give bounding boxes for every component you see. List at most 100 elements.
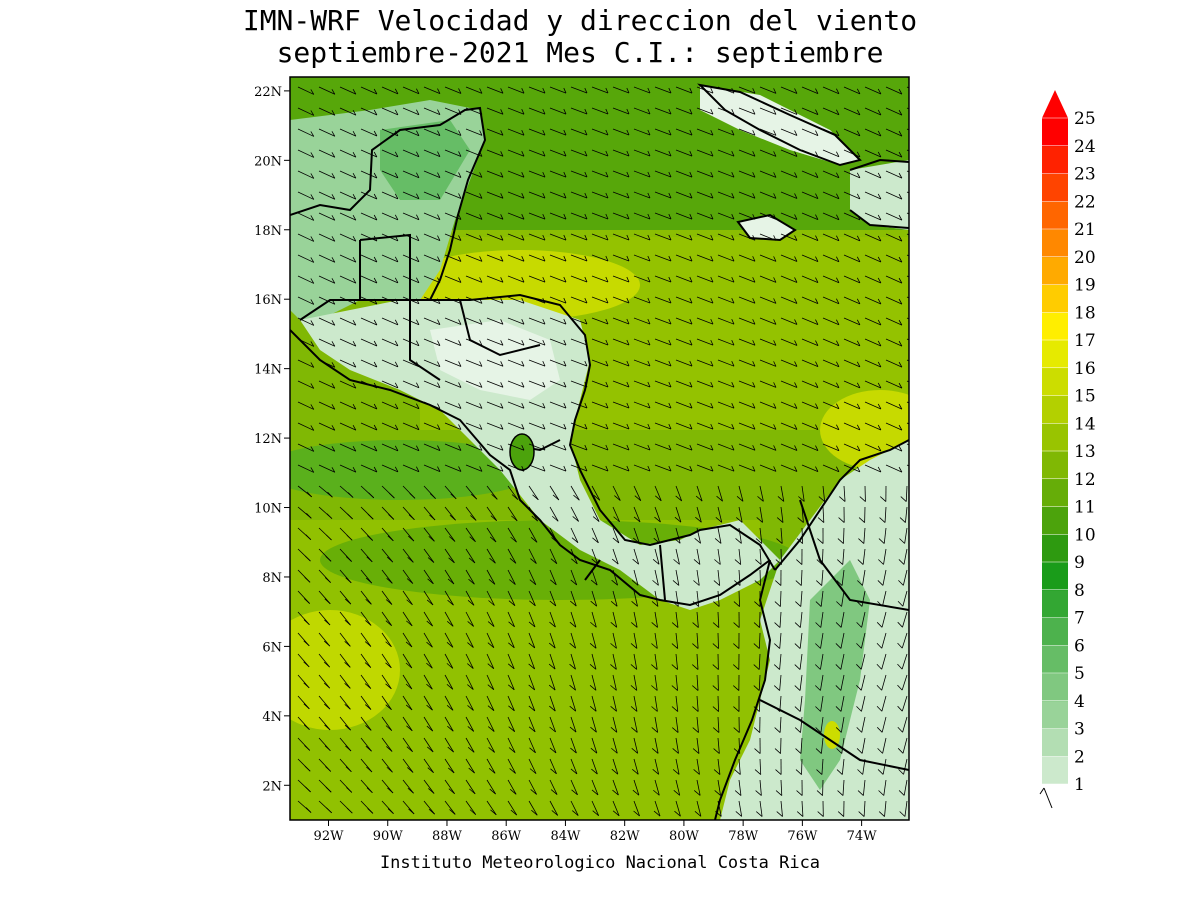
wind-barb-feather (920, 110, 923, 115)
colorbar-swatch (1042, 701, 1068, 729)
colorbar-swatch (1042, 590, 1068, 618)
colorbar-swatch (1042, 340, 1068, 368)
colorbar-label: 14 (1074, 414, 1096, 434)
colorbar-label: 21 (1074, 220, 1096, 240)
wind-barb-feather (920, 362, 923, 367)
colorbar-label: 24 (1074, 137, 1096, 157)
wind-barb-feather (920, 299, 923, 304)
wind-barb-feather (920, 278, 923, 283)
lat-tick-label: 4N (262, 710, 282, 725)
colorbar-swatch (1042, 201, 1068, 229)
wind-barb-feather (920, 257, 923, 262)
colorbar-swatch (1042, 396, 1068, 424)
lon-tick-label: 80W (669, 829, 700, 844)
wind-barb (718, 633, 719, 649)
lon-tick-label: 84W (550, 829, 581, 844)
colorbar-swatch (1042, 507, 1068, 535)
colorbar-label: 7 (1074, 609, 1085, 629)
colorbar-label: 13 (1074, 442, 1096, 462)
wind-barb-feather (920, 467, 923, 472)
lat-tick-label: 22N (254, 85, 282, 100)
colorbar-label: 25 (1074, 109, 1096, 129)
colorbar-swatch (1042, 673, 1068, 701)
lat-tick-label: 12N (254, 432, 282, 447)
colorbar-label: 3 (1074, 720, 1085, 740)
wind-barb-feather (920, 425, 923, 430)
colorbar-arrow (1042, 90, 1068, 118)
colorbar-label: 11 (1074, 498, 1096, 518)
colorbar: 1234567891011121314151617181920212223242… (1040, 90, 1096, 808)
lake-nicaragua (510, 434, 534, 470)
colorbar-swatch (1042, 562, 1068, 590)
wind-barb-feather (920, 194, 923, 199)
colorbar-swatch (1042, 229, 1068, 257)
wind-barb-feather (920, 152, 923, 157)
lon-tick-label: 88W (432, 829, 463, 844)
colorbar-label: 18 (1074, 303, 1096, 323)
latitude-axis: 22N 20N 18N 16N 14N 12N 10N 8N 6N 4N 2N (254, 85, 290, 794)
colorbar-label: 16 (1074, 359, 1096, 379)
colorbar-swatch (1042, 534, 1068, 562)
colorbar-swatch (1042, 756, 1068, 784)
wind-barb-feather (920, 383, 923, 388)
colorbar-swatch (1042, 479, 1068, 507)
colorbar-swatch (1042, 368, 1068, 396)
wind-barb-feather (920, 341, 923, 346)
lon-tick-label: 74W (847, 829, 878, 844)
colorbar-swatch (1042, 285, 1068, 313)
wind-barb-feather (920, 404, 923, 409)
colorbar-label: 2 (1074, 747, 1085, 767)
colorbar-label: 4 (1074, 692, 1085, 712)
colorbar-swatch (1042, 146, 1068, 174)
colorbar-swatch (1042, 729, 1068, 757)
lon-tick-label: 76W (787, 829, 818, 844)
colorbar-swatch (1042, 451, 1068, 479)
lat-tick-label: 18N (254, 224, 282, 239)
colorbar-label: 6 (1074, 636, 1085, 656)
barb-icon (1040, 788, 1052, 808)
credit-text: Instituto Meteorologico Nacional Costa R… (290, 853, 910, 873)
wind-barb-feather (920, 89, 923, 94)
colorbar-swatch (1042, 118, 1068, 146)
wind-barb (843, 528, 844, 544)
map-field (260, 77, 940, 820)
lat-tick-label: 6N (262, 640, 282, 655)
lon-tick-label: 92W (314, 829, 345, 844)
colorbar-label: 23 (1074, 165, 1096, 185)
colorbar-label: 15 (1074, 387, 1096, 407)
colorbar-label: 19 (1074, 276, 1096, 296)
colorbar-label: 17 (1074, 331, 1096, 351)
lat-tick-label: 2N (262, 779, 282, 794)
lon-tick-label: 86W (491, 829, 522, 844)
colorbar-swatch (1042, 618, 1068, 646)
lat-tick-label: 16N (254, 293, 282, 308)
colorbar-label: 1 (1074, 775, 1085, 795)
colorbar-label: 12 (1074, 470, 1096, 490)
lat-tick-label: 10N (254, 502, 282, 517)
lon-tick-label: 78W (728, 829, 759, 844)
colorbar-swatch (1042, 174, 1068, 202)
colorbar-label: 8 (1074, 581, 1085, 601)
colorbar-label: 5 (1074, 664, 1085, 684)
lat-tick-label: 20N (254, 154, 282, 169)
wind-barb-feather (920, 320, 923, 325)
colorbar-swatch (1042, 312, 1068, 340)
colorbar-label: 9 (1074, 553, 1085, 573)
colorbar-swatch (1042, 257, 1068, 285)
colorbar-swatch (1042, 423, 1068, 451)
wind-barb-feather (920, 131, 923, 136)
wind-barb-feather (920, 236, 923, 241)
lon-tick-label: 90W (373, 829, 404, 844)
colorbar-label: 20 (1074, 248, 1096, 268)
wind-barb-feather (920, 173, 923, 178)
lat-tick-label: 14N (254, 363, 282, 378)
colorbar-swatch (1042, 645, 1068, 673)
lat-tick-label: 8N (262, 571, 282, 586)
colorbar-label: 22 (1074, 192, 1096, 212)
wind-barb-feather (920, 446, 923, 451)
wind-barb (781, 549, 782, 565)
colorbar-label: 10 (1074, 525, 1096, 545)
colorbar-swatch (1042, 784, 1068, 788)
